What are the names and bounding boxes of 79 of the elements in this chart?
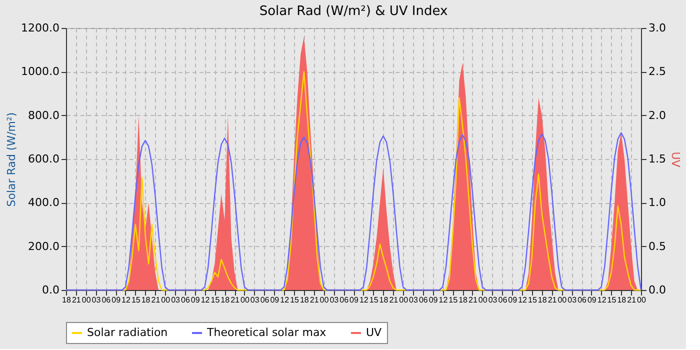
y-tick-label: 0.0 — [42, 284, 60, 296]
y-tick-label: 200.0 — [28, 240, 60, 253]
x-tick-label: 03 — [330, 296, 340, 304]
x-tick-label: 00 — [82, 296, 92, 304]
x-tick-label: 03 — [488, 296, 498, 304]
y2-tick-label: 0.5 — [648, 240, 666, 253]
x-tick-label: 00 — [320, 296, 330, 304]
x-tick-label: 00 — [637, 296, 646, 304]
x-tick-label: 15 — [607, 296, 617, 304]
x-tick-label: 18 — [538, 296, 548, 304]
y-tick-label: 400.0 — [28, 196, 60, 210]
x-tick-label: 00 — [558, 296, 568, 304]
x-tick-label: 00 — [478, 296, 488, 304]
x-tick-label: 15 — [448, 296, 458, 304]
y-tick-label: 1000.0 — [21, 65, 60, 78]
x-tick-label: 06 — [260, 296, 270, 304]
legend-label: Solar radiation — [87, 326, 168, 339]
legend-label: Theoretical solar max — [206, 326, 327, 339]
x-tick-label: 06 — [498, 296, 508, 304]
x-tick-label: 18 — [300, 296, 310, 304]
x-tick-label: 12 — [518, 296, 528, 304]
y-tick-label: 1200.0 — [21, 22, 60, 34]
x-tick-label: 12 — [280, 296, 290, 304]
x-tick-label: 09 — [428, 296, 438, 304]
y-tick-label: 800.0 — [28, 108, 60, 122]
x-tick-label: 15 — [131, 296, 141, 304]
x-tick-label: 03 — [92, 296, 102, 304]
x-tick-label: 06 — [340, 296, 350, 304]
x-tick-label: 09 — [508, 296, 518, 304]
chart-title: Solar Rad (W/m²) & UV Index — [259, 4, 448, 19]
y-axis-title: Solar Rad (W/m²) — [5, 112, 18, 207]
y2-tick-label: 2.5 — [648, 65, 666, 78]
x-tick-label: 00 — [240, 296, 250, 304]
y2-tick-label: 0.0 — [648, 284, 666, 296]
x-tick-label: 12 — [122, 296, 131, 304]
x-tick-label: 15 — [528, 296, 538, 304]
x-tick-label: 09 — [587, 296, 597, 304]
x-tick-label: 21 — [72, 296, 82, 304]
x-tick-label: 21 — [468, 296, 478, 304]
x-tick-label: 09 — [190, 296, 200, 304]
x-tick-label: 09 — [350, 296, 359, 304]
y2-tick-label: 1.5 — [648, 152, 666, 166]
x-tick-label: 21 — [548, 296, 558, 304]
x-tick-label: 09 — [270, 296, 280, 304]
x-tick-label: 21 — [151, 296, 161, 304]
x-tick-label: 06 — [102, 296, 112, 304]
x-tick-label: 15 — [210, 296, 220, 304]
x-tick-label: 00 — [399, 296, 409, 304]
x-tick-label: 03 — [250, 296, 260, 304]
x-tick-label: 12 — [359, 296, 369, 304]
x-tick-label: 06 — [418, 296, 428, 304]
x-tick-label: 18 — [220, 296, 230, 304]
x-tick-label: 15 — [290, 296, 300, 304]
y2-axis-title: UV — [668, 152, 682, 168]
x-tick-label: 12 — [597, 296, 607, 304]
y-tick-label: 600.0 — [28, 152, 60, 166]
x-tick-label: 00 — [161, 296, 171, 304]
y2-tick-label: 1.0 — [648, 196, 666, 210]
x-tick-label: 12 — [438, 296, 448, 304]
x-tick-label: 03 — [409, 296, 418, 304]
x-tick-label: 03 — [171, 296, 181, 304]
x-tick-label: 18 — [379, 296, 389, 304]
x-tick-label: 18 — [617, 296, 627, 304]
x-tick-label: 06 — [181, 296, 190, 304]
x-tick-label: 06 — [578, 296, 588, 304]
x-tick-label: 21 — [627, 296, 637, 304]
y2-tick-label: 2.0 — [648, 108, 666, 122]
x-tick-label: 03 — [568, 296, 578, 304]
x-tick-label: 21 — [389, 296, 399, 304]
x-tick-label: 09 — [112, 296, 122, 304]
y2-tick-label: 3.0 — [648, 22, 666, 34]
x-tick-label: 12 — [200, 296, 210, 304]
x-tick-label: 18 — [141, 296, 151, 304]
x-tick-label: 21 — [310, 296, 320, 304]
x-tick-label: 21 — [230, 296, 240, 304]
x-tick-label: 18 — [458, 296, 468, 304]
legend-label: UV — [366, 326, 382, 339]
x-tick-label: 15 — [369, 296, 379, 304]
x-tick-label: 18 — [62, 296, 72, 304]
